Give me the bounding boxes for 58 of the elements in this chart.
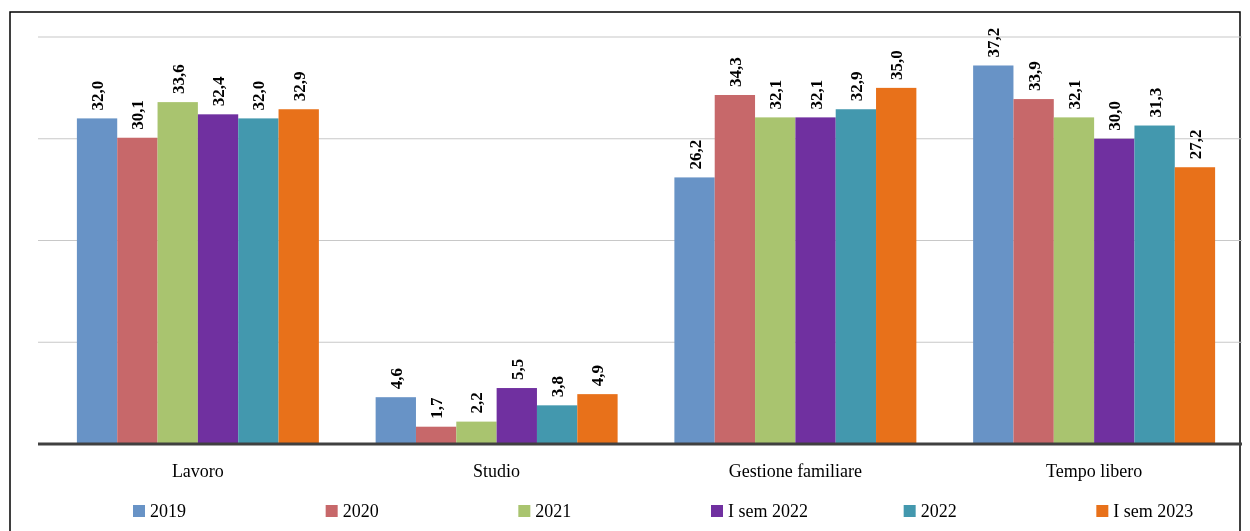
data-label: 32,1: [1064, 79, 1084, 110]
data-label: 30,0: [1105, 101, 1125, 131]
legend-label: I sem 2022: [728, 501, 808, 521]
x-tick-label: Tempo libero: [1046, 461, 1143, 481]
data-label: 32,0: [249, 80, 269, 111]
legend-label: 2021: [535, 501, 572, 521]
data-label: 4,9: [588, 364, 608, 387]
bar: [795, 117, 836, 444]
bar: [456, 421, 497, 444]
bar: [1053, 117, 1095, 444]
data-label: 1,7: [427, 396, 447, 419]
bar: [835, 109, 877, 444]
bar: [1094, 138, 1135, 444]
data-label: 26,2: [685, 139, 705, 170]
x-tick-label: Gestione familiare: [728, 461, 863, 481]
legend-label: 2019: [150, 501, 186, 521]
bar: [536, 405, 578, 444]
legend-label: I sem 2023: [1113, 501, 1194, 521]
legend-label: 2020: [342, 501, 379, 521]
data-label: 5,5: [507, 358, 527, 381]
data-label: 2,2: [467, 392, 487, 414]
data-label: 32,9: [846, 71, 866, 102]
data-label: 33,6: [168, 64, 188, 95]
data-label: 34,3: [725, 57, 745, 87]
bar: [1174, 167, 1216, 444]
data-label: 30,1: [128, 99, 148, 130]
data-label: 3,8: [548, 376, 568, 398]
data-label: 31,3: [1145, 87, 1165, 118]
bar: [278, 109, 319, 444]
bar: [1134, 125, 1175, 444]
bar: [375, 397, 416, 444]
bar: [876, 87, 917, 444]
data-label: 37,2: [984, 27, 1004, 58]
data-label: 4,6: [386, 367, 406, 390]
bar: [197, 114, 239, 444]
bar: [973, 65, 1014, 444]
bar: [674, 177, 715, 444]
bar: [577, 394, 618, 444]
data-label: 32,9: [289, 71, 309, 102]
data-label: 32,1: [766, 79, 786, 110]
bar: [714, 95, 756, 444]
data-label: 33,9: [1024, 61, 1044, 92]
x-tick-label: Lavoro: [171, 461, 224, 481]
data-label: 27,2: [1185, 129, 1205, 160]
bar: [415, 426, 457, 444]
bar: [157, 102, 198, 444]
bar: [1013, 99, 1054, 444]
bar: [76, 118, 118, 444]
data-label: 35,0: [887, 50, 907, 80]
bar: [755, 117, 796, 444]
bar: [238, 118, 279, 444]
legend-label: 2022: [920, 501, 957, 521]
data-label: 32,0: [88, 80, 108, 111]
bar: [117, 137, 158, 444]
data-label: 32,4: [209, 76, 229, 107]
bar: [496, 388, 537, 444]
data-label: 32,1: [806, 79, 826, 110]
x-tick-label: Studio: [473, 461, 521, 481]
